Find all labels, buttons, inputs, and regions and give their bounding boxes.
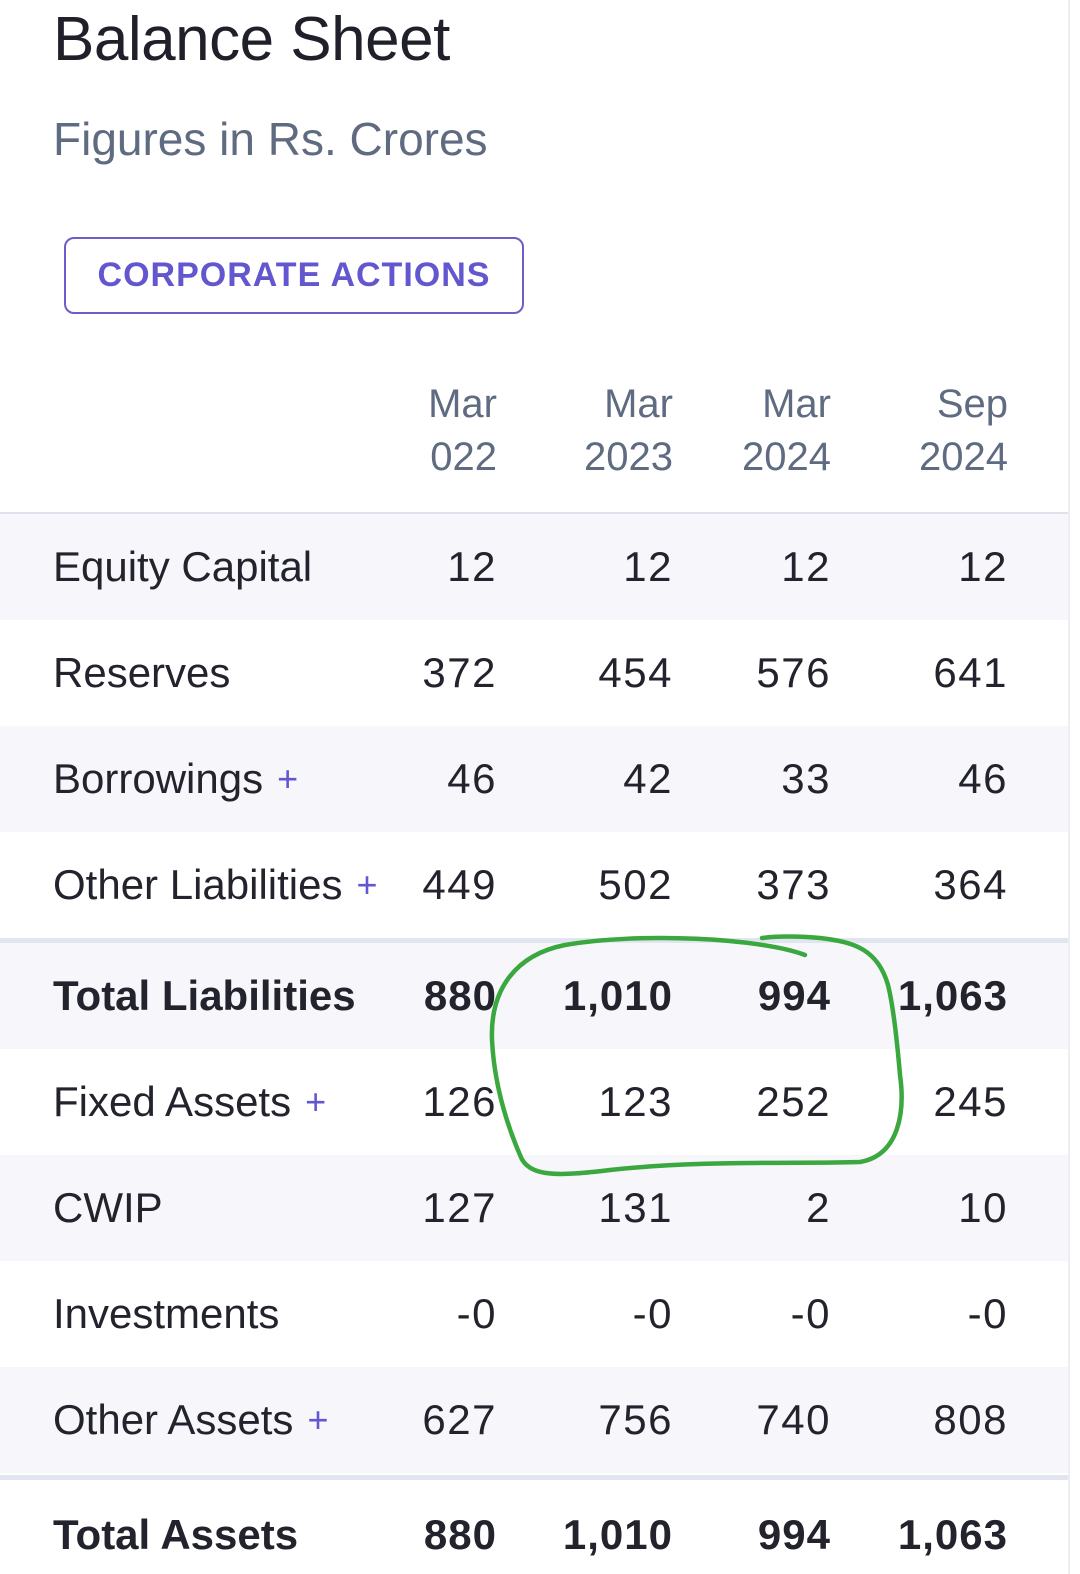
table-cell: 252	[756, 1078, 831, 1125]
column-header-3: Mar 2024	[631, 378, 831, 484]
table-cell: 126	[422, 1078, 497, 1125]
table-row-cwip: CWIP 127 131 2 10	[0, 1155, 1068, 1261]
row-label[interactable]: Fixed Assets +	[53, 1049, 326, 1155]
expand-plus-icon[interactable]: +	[305, 1081, 327, 1122]
table-row-other-liabilities[interactable]: Other Liabilities + 449 502 373 364	[0, 832, 1068, 938]
row-label: Equity Capital	[53, 514, 312, 620]
table-header-divider	[0, 512, 1068, 514]
table-cell: 364	[933, 861, 1008, 908]
row-label: CWIP	[53, 1155, 163, 1261]
row-label-text: Total Assets	[53, 1511, 299, 1558]
table-cell: 1,063	[897, 972, 1008, 1019]
table-cell: 42	[623, 755, 673, 802]
corporate-actions-button[interactable]: CORPORATE ACTIONS	[64, 237, 524, 314]
table-cell: 12	[447, 543, 497, 590]
table-cell: 756	[598, 1396, 673, 1443]
row-label[interactable]: Borrowings +	[53, 726, 298, 832]
table-row-investments: Investments -0 -0 -0 -0	[0, 1261, 1068, 1367]
table-row-reserves: Reserves 372 454 576 641	[0, 620, 1068, 726]
row-label-text: Reserves	[53, 649, 231, 696]
table-cell: 46	[958, 755, 1008, 802]
table-cell: 449	[422, 861, 497, 908]
table-cell: 372	[422, 649, 497, 696]
expand-plus-icon[interactable]: +	[307, 1399, 329, 1440]
table-cell: 12	[623, 543, 673, 590]
table-cell: -0	[790, 1290, 831, 1337]
row-label-text: Fixed Assets	[53, 1078, 292, 1125]
table-cell: 127	[422, 1184, 497, 1231]
table-cell: 880	[423, 1511, 497, 1558]
row-label-text: Investments	[53, 1290, 280, 1337]
table-cell: 1,063	[897, 1511, 1008, 1558]
row-label[interactable]: Other Liabilities +	[53, 832, 378, 938]
row-label-text: Equity Capital	[53, 543, 313, 590]
row-label: Total Assets	[53, 1488, 298, 1574]
row-label: Investments	[53, 1261, 279, 1367]
column-header-month: Mar	[762, 382, 831, 426]
table-cell: 2	[806, 1184, 831, 1231]
table-row-total-assets: Total Assets 880 1,010 994 1,063	[0, 1475, 1068, 1574]
table-cell: 994	[757, 1511, 831, 1558]
table-cell: 12	[781, 543, 831, 590]
row-label: Total Liabilities	[53, 943, 356, 1049]
table-cell: 740	[756, 1396, 831, 1443]
row-label-text: Other Assets	[53, 1396, 294, 1443]
table-cell: 880	[423, 972, 497, 1019]
row-label-text: Total Liabilities	[53, 972, 356, 1019]
table-cell: 994	[757, 972, 831, 1019]
column-header-4: Sep 2024	[808, 378, 1008, 484]
row-label-text: Other Liabilities	[53, 861, 343, 908]
table-cell: 502	[598, 861, 673, 908]
row-label[interactable]: Other Assets +	[53, 1367, 328, 1473]
table-row-fixed-assets[interactable]: Fixed Assets + 126 123 252 245	[0, 1049, 1068, 1155]
table-cell: 808	[933, 1396, 1008, 1443]
table-cell: 245	[933, 1078, 1008, 1125]
table-row-equity-capital: Equity Capital 12 12 12 12	[0, 514, 1068, 620]
page-subtitle: Figures in Rs. Crores	[53, 113, 488, 165]
column-header-2: Mar 2023	[473, 378, 673, 484]
column-header-month: Sep	[936, 382, 1008, 426]
column-header-year: 2024	[919, 435, 1008, 479]
table-cell: 641	[933, 649, 1008, 696]
row-label-text: Borrowings	[53, 755, 264, 802]
row-label: Reserves	[53, 620, 230, 726]
table-cell: 373	[756, 861, 831, 908]
column-header-month: Mar	[604, 382, 673, 426]
table-cell: 627	[422, 1396, 497, 1443]
column-header-year: 2023	[584, 435, 673, 479]
page-right-border	[1068, 0, 1070, 1574]
column-header-year: 2024	[742, 435, 831, 479]
table-cell: 576	[756, 649, 831, 696]
column-header-month: Mar	[428, 382, 497, 426]
table-cell: 46	[447, 755, 497, 802]
column-header-1: Mar 022	[297, 378, 497, 484]
expand-plus-icon[interactable]: +	[356, 864, 378, 905]
table-cell: 131	[598, 1184, 673, 1231]
page-title: Balance Sheet	[53, 5, 450, 74]
expand-plus-icon[interactable]: +	[277, 758, 299, 799]
table-cell: -0	[632, 1290, 673, 1337]
table-row-borrowings[interactable]: Borrowings + 46 42 33 46	[0, 726, 1068, 832]
table-cell: 1,010	[562, 1511, 673, 1558]
table-cell: -0	[456, 1290, 497, 1337]
table-cell: -0	[967, 1290, 1008, 1337]
table-row-total-liabilities: Total Liabilities 880 1,010 994 1,063	[0, 938, 1068, 1049]
table-cell: 454	[598, 649, 673, 696]
column-header-year: 022	[430, 435, 497, 479]
row-label-text: CWIP	[53, 1184, 163, 1231]
table-row-other-assets[interactable]: Other Assets + 627 756 740 808	[0, 1367, 1068, 1473]
table-cell: 33	[781, 755, 831, 802]
table-cell: 12	[958, 543, 1008, 590]
table-cell: 10	[958, 1184, 1008, 1231]
